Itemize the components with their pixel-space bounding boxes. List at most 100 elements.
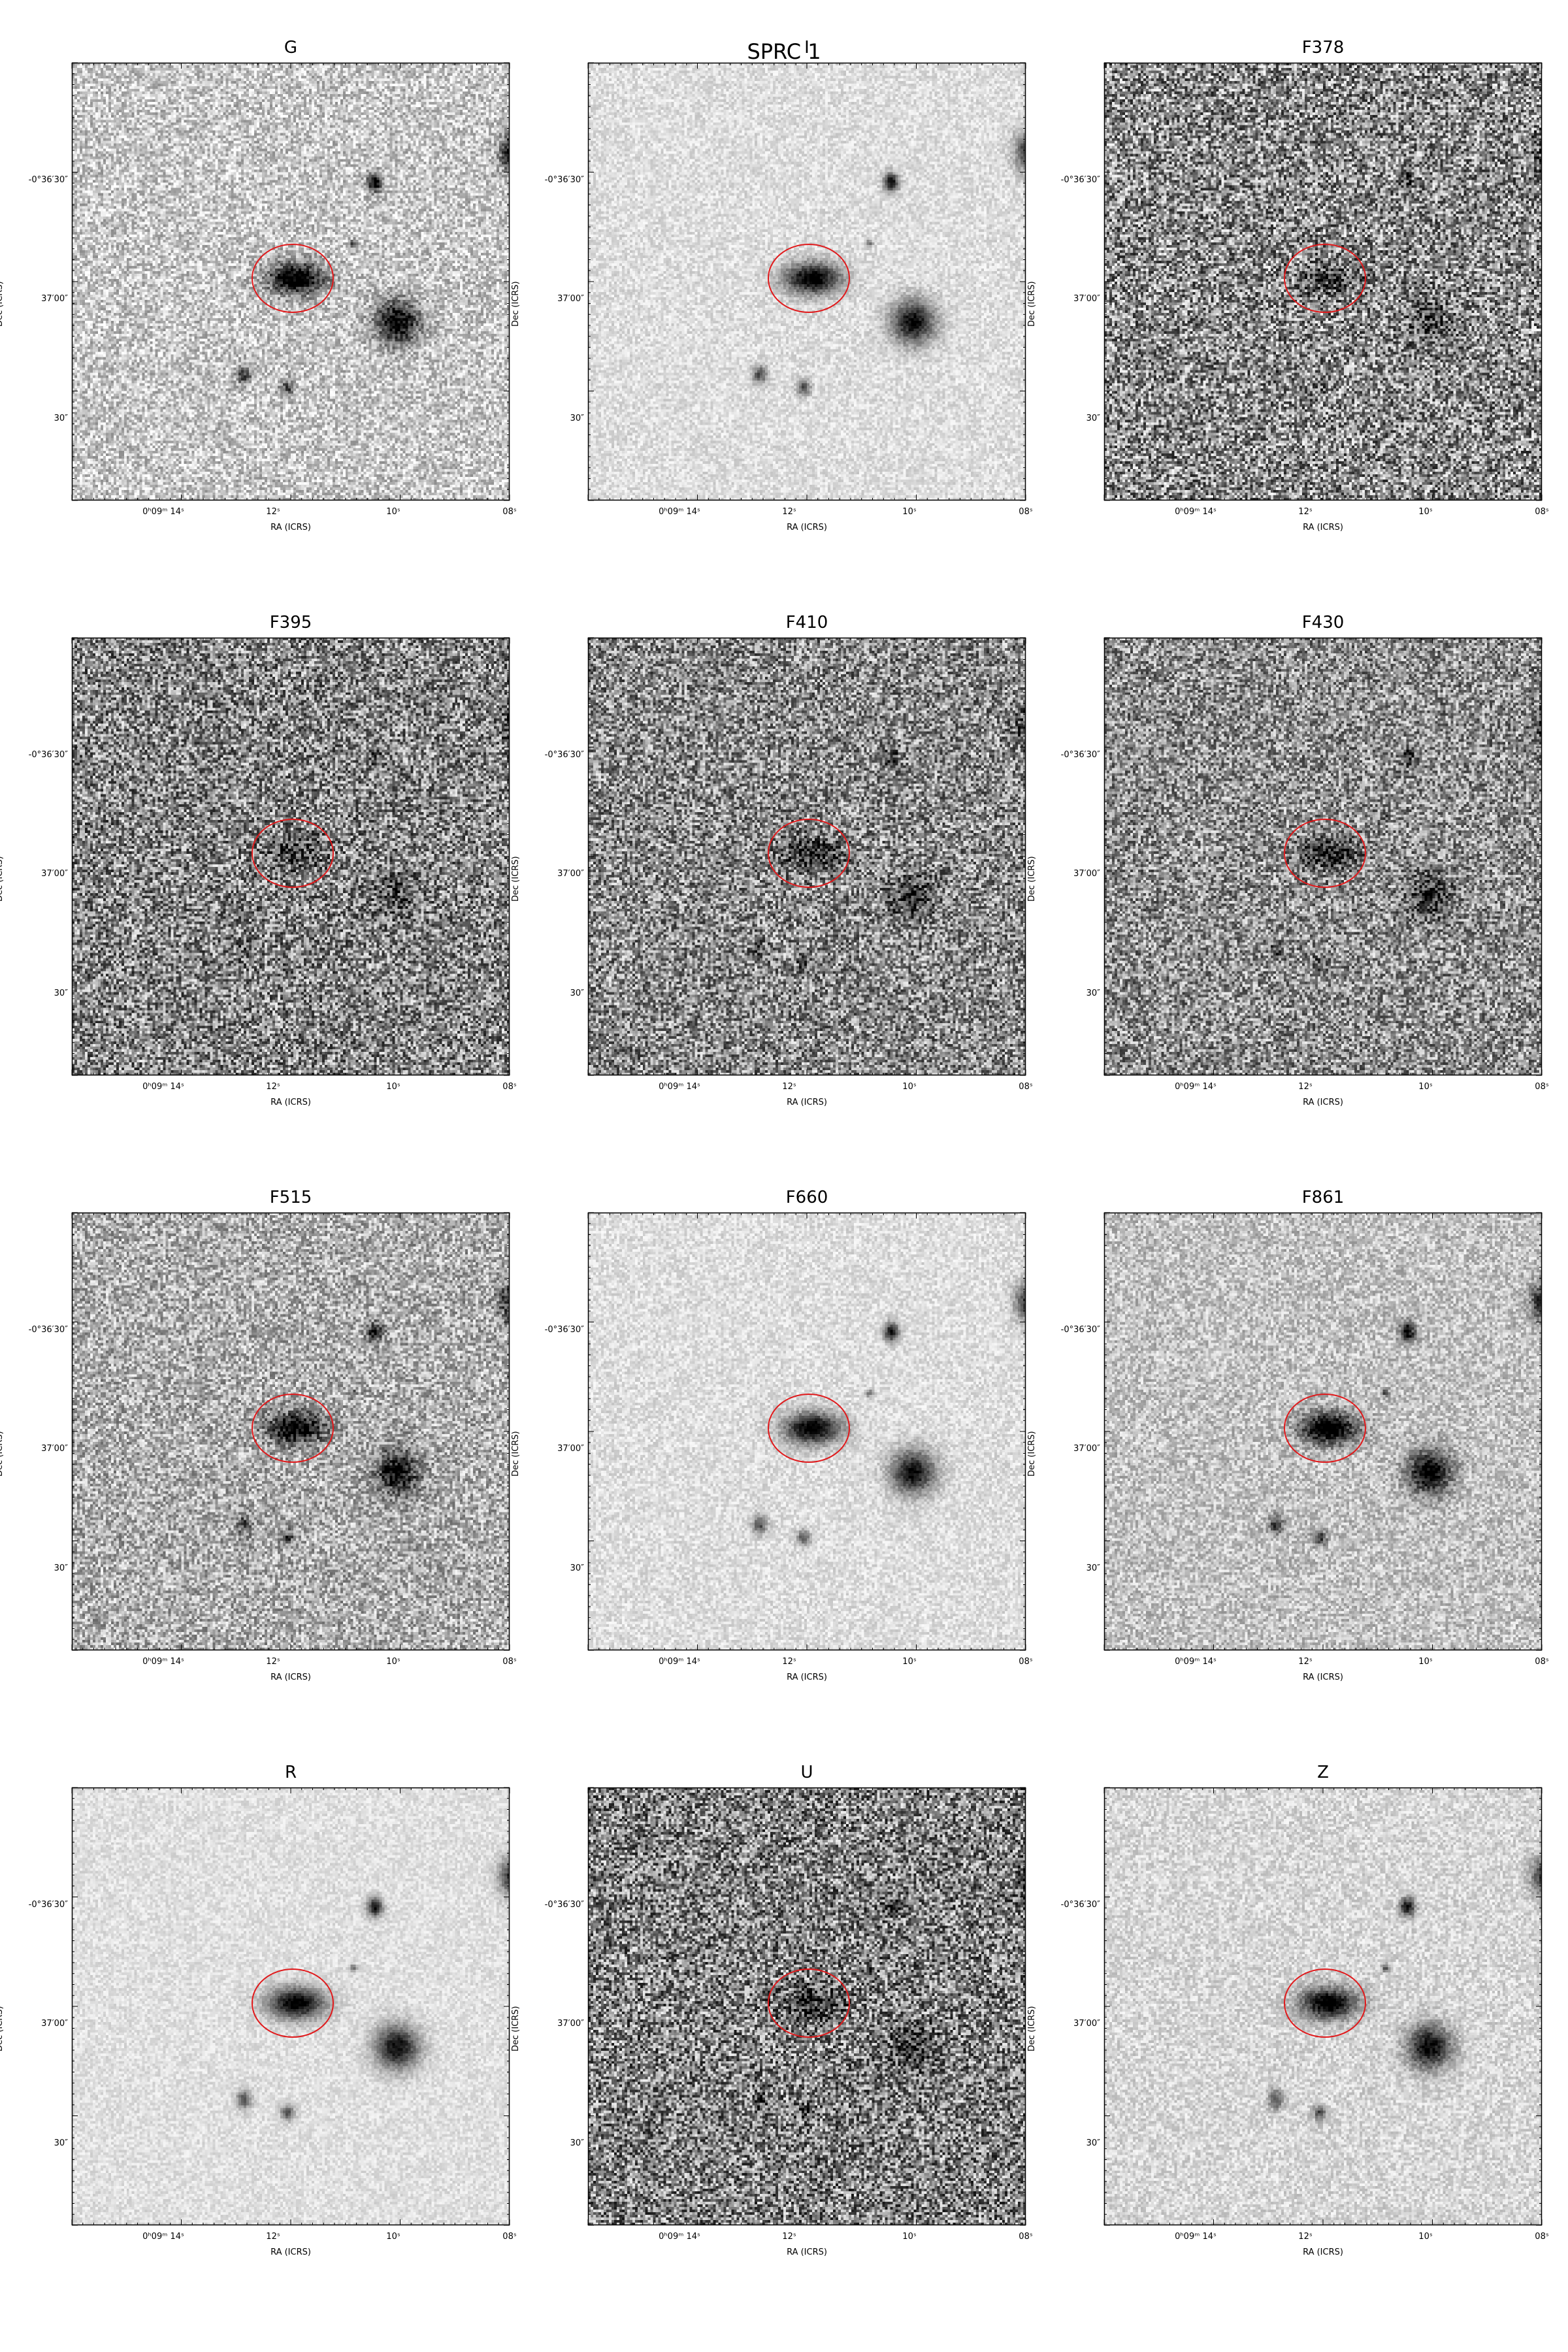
aperture-ellipse (768, 244, 850, 313)
x-tick-label: 0ʰ09ᵐ 14ˢ (1175, 1082, 1217, 1092)
aperture-ellipse (1284, 1968, 1366, 2038)
y-tick-label: 37′00″ (41, 869, 68, 879)
y-axis-label: Dec (ICRS) (0, 2006, 5, 2051)
filter-panel: G -0°36′30″ 37′00″ 30″ 0ʰ09ᵐ 14ˢ 12ˢ 10ˢ 08ˢ Dec… (0, 0, 517, 562)
y-tick-label: 37′00″ (557, 869, 584, 879)
x-tick-label: 0ʰ09ᵐ 14ˢ (142, 2232, 184, 2242)
y-tick-label: 37′00″ (41, 1444, 68, 1454)
axes-frame (1103, 62, 1543, 501)
axes-frame (587, 62, 1026, 501)
x-tick-label: 10ˢ (1418, 1082, 1433, 1092)
y-tick-label: -0°36′30″ (28, 175, 68, 185)
filter-panel: F430 -0°36′30″ 37′00″ 30″ 0ʰ09ᵐ 14ˢ 12ˢ 10ˢ 08ˢ… (1027, 575, 1549, 1137)
y-tick-label: 37′00″ (557, 1444, 584, 1454)
y-tick-label: -0°36′30″ (1060, 1900, 1100, 1910)
x-axis-label: RA (ICRS) (1303, 1673, 1343, 1682)
cutout-image (72, 1213, 510, 1650)
aperture-ellipse (1284, 819, 1366, 888)
x-tick-label: 0ʰ09ᵐ 14ˢ (659, 2232, 700, 2242)
y-tick-label: 37′00″ (557, 2019, 584, 2029)
y-tick-label: 37′00″ (1073, 869, 1100, 879)
x-axis-label: RA (ICRS) (1303, 523, 1343, 532)
x-tick-label: 12ˢ (1298, 1657, 1313, 1667)
x-tick-label: 10ˢ (902, 507, 917, 517)
x-tick-label: 0ʰ09ᵐ 14ˢ (659, 507, 700, 517)
x-tick-label: 10ˢ (1418, 1657, 1433, 1667)
axes-frame (587, 1212, 1026, 1651)
panel-title: F430 (1301, 613, 1345, 632)
aperture-ellipse (768, 819, 850, 888)
axes-frame (587, 637, 1026, 1076)
x-tick-label: 08ˢ (1535, 507, 1549, 517)
panel-title: F395 (269, 613, 312, 632)
axes-border (587, 1787, 1026, 2226)
panel-title: G (284, 38, 298, 57)
x-tick-label: 08ˢ (1019, 507, 1033, 517)
aperture-ellipse (252, 1968, 334, 2038)
x-axis-label: RA (ICRS) (787, 523, 827, 532)
filter-panel: R -0°36′30″ 37′00″ 30″ 0ʰ09ᵐ 14ˢ 12ˢ 10ˢ 08ˢ Dec… (0, 1725, 517, 2287)
y-tick-label: 30″ (54, 988, 68, 998)
x-axis-label: RA (ICRS) (270, 1673, 311, 1682)
axes-border (587, 637, 1026, 1076)
aperture-ellipse (768, 1394, 850, 1463)
x-tick-label: 10ˢ (1418, 507, 1433, 517)
y-tick-label: 37′00″ (1073, 1444, 1100, 1454)
axes-border (1103, 1212, 1543, 1651)
aperture-ellipse (1284, 1394, 1366, 1463)
cutout-image (1104, 638, 1542, 1075)
filter-panel: I -0°36′30″ 37′00″ 30″ 0ʰ09ᵐ 14ˢ 12ˢ 10ˢ 08ˢ Dec… (511, 0, 1033, 562)
x-tick-label: 08ˢ (1019, 1082, 1033, 1092)
x-tick-label: 10ˢ (902, 2232, 917, 2242)
x-tick-label: 08ˢ (502, 507, 517, 517)
x-tick-label: 08ˢ (1535, 2232, 1549, 2242)
x-tick-label: 10ˢ (902, 1082, 917, 1092)
x-tick-label: 12ˢ (266, 1082, 280, 1092)
y-tick-label: 30″ (54, 1563, 68, 1573)
x-tick-label: 08ˢ (502, 2232, 517, 2242)
y-axis-label: Dec (ICRS) (1027, 281, 1037, 327)
y-axis-label: Dec (ICRS) (511, 856, 521, 902)
x-tick-label: 08ˢ (1535, 1657, 1549, 1667)
filter-panel: F515 -0°36′30″ 37′00″ 30″ 0ʰ09ᵐ 14ˢ 12ˢ 10ˢ 08ˢ… (0, 1150, 517, 1712)
y-tick-label: 30″ (54, 414, 68, 423)
panel-title: U (800, 1763, 813, 1782)
cutout-image (72, 638, 510, 1075)
y-axis-label: Dec (ICRS) (0, 856, 5, 902)
x-tick-label: 12ˢ (782, 507, 796, 517)
y-tick-label: -0°36′30″ (544, 750, 584, 760)
panel-title: F515 (269, 1188, 312, 1207)
axes-border (71, 1787, 510, 2226)
axes-border (1103, 62, 1543, 501)
aperture-ellipse (252, 244, 334, 313)
x-tick-label: 0ʰ09ᵐ 14ˢ (659, 1657, 700, 1667)
x-axis-label: RA (ICRS) (787, 1673, 827, 1682)
y-tick-label: -0°36′30″ (28, 1325, 68, 1335)
cutout-image (588, 1213, 1026, 1650)
x-axis-label: RA (ICRS) (787, 1098, 827, 1107)
x-tick-label: 12ˢ (782, 1657, 796, 1667)
y-tick-label: 37′00″ (1073, 294, 1100, 304)
y-tick-label: 37′00″ (557, 294, 584, 304)
filter-panel: F861 -0°36′30″ 37′00″ 30″ 0ʰ09ᵐ 14ˢ 12ˢ 10ˢ 08ˢ… (1027, 1150, 1549, 1712)
y-tick-label: 30″ (570, 2138, 584, 2148)
y-axis-label: Dec (ICRS) (0, 281, 5, 327)
panel-title: F660 (785, 1188, 828, 1207)
cutout-image (72, 63, 510, 500)
filter-panel: F660 -0°36′30″ 37′00″ 30″ 0ʰ09ᵐ 14ˢ 12ˢ 10ˢ 08ˢ… (511, 1150, 1033, 1712)
x-tick-label: 10ˢ (386, 2232, 400, 2242)
x-tick-label: 10ˢ (386, 1657, 400, 1667)
y-axis-label: Dec (ICRS) (1027, 2006, 1037, 2051)
x-axis-label: RA (ICRS) (1303, 1098, 1343, 1107)
aperture-ellipse (1284, 244, 1366, 313)
axes-border (71, 637, 510, 1076)
y-tick-label: 37′00″ (1073, 2019, 1100, 2029)
y-tick-label: 37′00″ (41, 2019, 68, 2029)
cutout-image (1104, 1788, 1542, 2225)
y-tick-label: 30″ (570, 988, 584, 998)
filter-panel: Z -0°36′30″ 37′00″ 30″ 0ʰ09ᵐ 14ˢ 12ˢ 10ˢ 08ˢ Dec… (1027, 1725, 1549, 2287)
axes-border (1103, 637, 1543, 1076)
aperture-ellipse (252, 1394, 334, 1463)
y-tick-label: 30″ (1086, 414, 1100, 423)
panel-title: F378 (1301, 38, 1345, 57)
